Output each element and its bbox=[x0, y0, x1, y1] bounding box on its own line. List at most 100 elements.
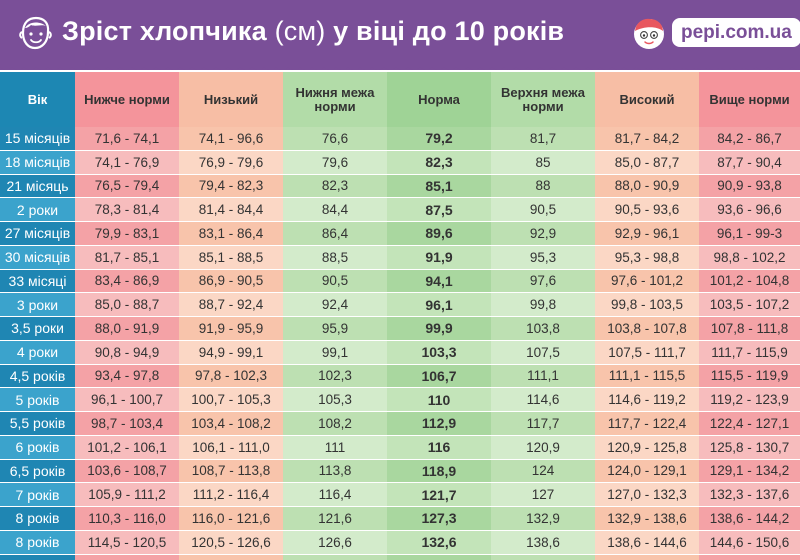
high-cell: 95,3 - 98,8 bbox=[595, 245, 699, 270]
upper-norm-limit-cell: 144,2 bbox=[491, 554, 595, 560]
upper-norm-limit-cell: 120,9 bbox=[491, 435, 595, 460]
table-row: 3,5 роки 88,0 - 91,9 91,9 - 95,9 95,9 99,9 10… bbox=[0, 316, 800, 341]
high-cell: 81,7 - 84,2 bbox=[595, 127, 699, 151]
norm-cell: 79,2 bbox=[387, 127, 491, 151]
norm-cell: 103,3 bbox=[387, 340, 491, 365]
age-cell: 5 років bbox=[0, 387, 75, 412]
high-cell: 111,1 - 115,5 bbox=[595, 364, 699, 389]
age-cell: 15 місяців bbox=[0, 127, 75, 151]
title-unit: (см) bbox=[274, 16, 326, 46]
above-norm-cell: 103,5 - 107,2 bbox=[699, 292, 800, 317]
table-header-row: Вік Нижче норми Низький Нижня межа норми Нор… bbox=[0, 72, 800, 127]
table-row: 30 місяців 81,7 - 85,1 85,1 - 88,5 88,5 91,9… bbox=[0, 245, 800, 270]
age-cell: 10 років bbox=[0, 554, 75, 560]
title-main: Зріст хлопчика bbox=[62, 16, 275, 46]
lower-norm-limit-cell: 82,3 bbox=[283, 174, 387, 199]
table-row: 18 місяців 74,1 - 76,9 76,9 - 79,6 79,6 82,3… bbox=[0, 150, 800, 175]
column-header-above-norm: Вище норми bbox=[699, 72, 800, 127]
below-norm-cell: 71,6 - 74,1 bbox=[75, 127, 179, 151]
upper-norm-limit-cell: 99,8 bbox=[491, 292, 595, 317]
upper-norm-limit-cell: 107,5 bbox=[491, 340, 595, 365]
below-norm-cell: 76,5 - 79,4 bbox=[75, 174, 179, 199]
age-cell: 2 роки bbox=[0, 197, 75, 222]
norm-cell: 132,6 bbox=[387, 530, 491, 555]
boy-face-icon bbox=[19, 16, 52, 50]
lower-norm-limit-cell: 84,4 bbox=[283, 197, 387, 222]
below-norm-cell: 81,7 - 85,1 bbox=[75, 245, 179, 270]
upper-norm-limit-cell: 97,6 bbox=[491, 269, 595, 294]
lower-norm-limit-cell: 116,4 bbox=[283, 482, 387, 507]
high-cell: 144,2 - 150,5 bbox=[595, 554, 699, 560]
below-norm-cell: 88,0 - 91,9 bbox=[75, 316, 179, 341]
age-cell: 21 місяць bbox=[0, 174, 75, 199]
high-cell: 132,9 - 138,6 bbox=[595, 506, 699, 531]
norm-cell: 87,5 bbox=[387, 197, 491, 222]
above-norm-cell: 122,4 - 127,1 bbox=[699, 411, 800, 436]
below-norm-cell: 85,0 - 88,7 bbox=[75, 292, 179, 317]
below-norm-cell: 78,3 - 81,4 bbox=[75, 197, 179, 222]
upper-norm-limit-cell: 114,6 bbox=[491, 387, 595, 412]
header-banner: Зріст хлопчика (см) у віці до 10 років p… bbox=[0, 0, 800, 70]
low-cell: 125,0 -131,4 bbox=[179, 554, 283, 560]
age-cell: 8 років bbox=[0, 530, 75, 555]
norm-cell: 91,9 bbox=[387, 245, 491, 270]
age-cell: 6,5 років bbox=[0, 459, 75, 484]
norm-cell: 118,9 bbox=[387, 459, 491, 484]
below-norm-cell: 79,9 - 83,1 bbox=[75, 221, 179, 246]
norm-cell: 89,6 bbox=[387, 221, 491, 246]
norm-cell: 85,1 bbox=[387, 174, 491, 199]
age-cell: 5,5 років bbox=[0, 411, 75, 436]
norm-cell: 112,9 bbox=[387, 411, 491, 436]
age-cell: 27 місяців bbox=[0, 221, 75, 246]
high-cell: 127,0 - 132,3 bbox=[595, 482, 699, 507]
high-cell: 103,8 - 107,8 bbox=[595, 316, 699, 341]
column-header-below-norm: Нижче норми bbox=[75, 72, 179, 127]
table-row: 27 місяців 79,9 - 83,1 83,1 - 86,4 86,4 89,6… bbox=[0, 221, 800, 246]
table-row: 2 роки 78,3 - 81,4 81,4 - 84,4 84,4 87,5 90,5… bbox=[0, 197, 800, 222]
high-cell: 92,9 - 96,1 bbox=[595, 221, 699, 246]
low-cell: 85,1 - 88,5 bbox=[179, 245, 283, 270]
below-norm-cell: 74,1 - 76,9 bbox=[75, 150, 179, 175]
below-norm-cell: 90,8 - 94,9 bbox=[75, 340, 179, 365]
norm-cell: 106,7 bbox=[387, 364, 491, 389]
brand-mascot-icon bbox=[634, 18, 664, 49]
table-row: 4 роки 90,8 - 94,9 94,9 - 99,1 99,1 103,3 107… bbox=[0, 340, 800, 365]
upper-norm-limit-cell: 124 bbox=[491, 459, 595, 484]
norm-cell: 99,9 bbox=[387, 316, 491, 341]
above-norm-cell: 96,1 - 99-3 bbox=[699, 221, 800, 246]
column-header-low: Низький bbox=[179, 72, 283, 127]
table-row: 15 місяців 71,6 - 74,1 74,1 - 96,6 76,6 79,2… bbox=[0, 127, 800, 151]
table-row: 33 місяці 83,4 - 86,9 86,9 - 90,5 90,5 94,1 9… bbox=[0, 269, 800, 294]
low-cell: 86,9 - 90,5 bbox=[179, 269, 283, 294]
brand-logo-text: pepi.com.ua bbox=[672, 18, 800, 47]
norm-cell: 127,3 bbox=[387, 506, 491, 531]
norm-cell: 94,1 bbox=[387, 269, 491, 294]
norm-cell: 96,1 bbox=[387, 292, 491, 317]
norm-cell: 82,3 bbox=[387, 150, 491, 175]
low-cell: 106,1 - 111,0 bbox=[179, 435, 283, 460]
age-cell: 4 роки bbox=[0, 340, 75, 365]
table-body: 15 місяців 71,6 - 74,1 74,1 - 96,6 76,6 79,2… bbox=[0, 127, 800, 560]
low-cell: 91,9 - 95,9 bbox=[179, 316, 283, 341]
column-header-high: Високий bbox=[595, 72, 699, 127]
lower-norm-limit-cell: 79,6 bbox=[283, 150, 387, 175]
table-row: 8 років 114,5 - 120,5 120,5 - 126,6 126,6 13… bbox=[0, 530, 800, 555]
lower-norm-limit-cell: 76,6 bbox=[283, 127, 387, 151]
table-row: 3 роки 85,0 - 88,7 88,7 - 92,4 92,4 96,1 99,8… bbox=[0, 292, 800, 317]
title-rest: у віці до 10 років bbox=[325, 16, 565, 46]
age-cell: 4,5 років bbox=[0, 364, 75, 389]
above-norm-cell: 98,8 - 102,2 bbox=[699, 245, 800, 270]
table-row: 6,5 років 103,6 - 108,7 108,7 - 113,8 113,8… bbox=[0, 459, 800, 484]
above-norm-cell: 150,5 - 156,9 bbox=[699, 554, 800, 560]
above-norm-cell: 101,2 - 104,8 bbox=[699, 269, 800, 294]
low-cell: 100,7 - 105,3 bbox=[179, 387, 283, 412]
low-cell: 79,4 - 82,3 bbox=[179, 174, 283, 199]
lower-norm-limit-cell: 108,2 bbox=[283, 411, 387, 436]
below-norm-cell: 114,5 - 120,5 bbox=[75, 530, 179, 555]
lower-norm-limit-cell: 105,3 bbox=[283, 387, 387, 412]
above-norm-cell: 93,6 - 96,6 bbox=[699, 197, 800, 222]
table-row: 4,5 років 93,4 - 97,8 97,8 - 102,3 102,3 106… bbox=[0, 364, 800, 389]
below-norm-cell: 96,1 - 100,7 bbox=[75, 387, 179, 412]
lower-norm-limit-cell: 88,5 bbox=[283, 245, 387, 270]
norm-cell: 137,8 bbox=[387, 554, 491, 560]
